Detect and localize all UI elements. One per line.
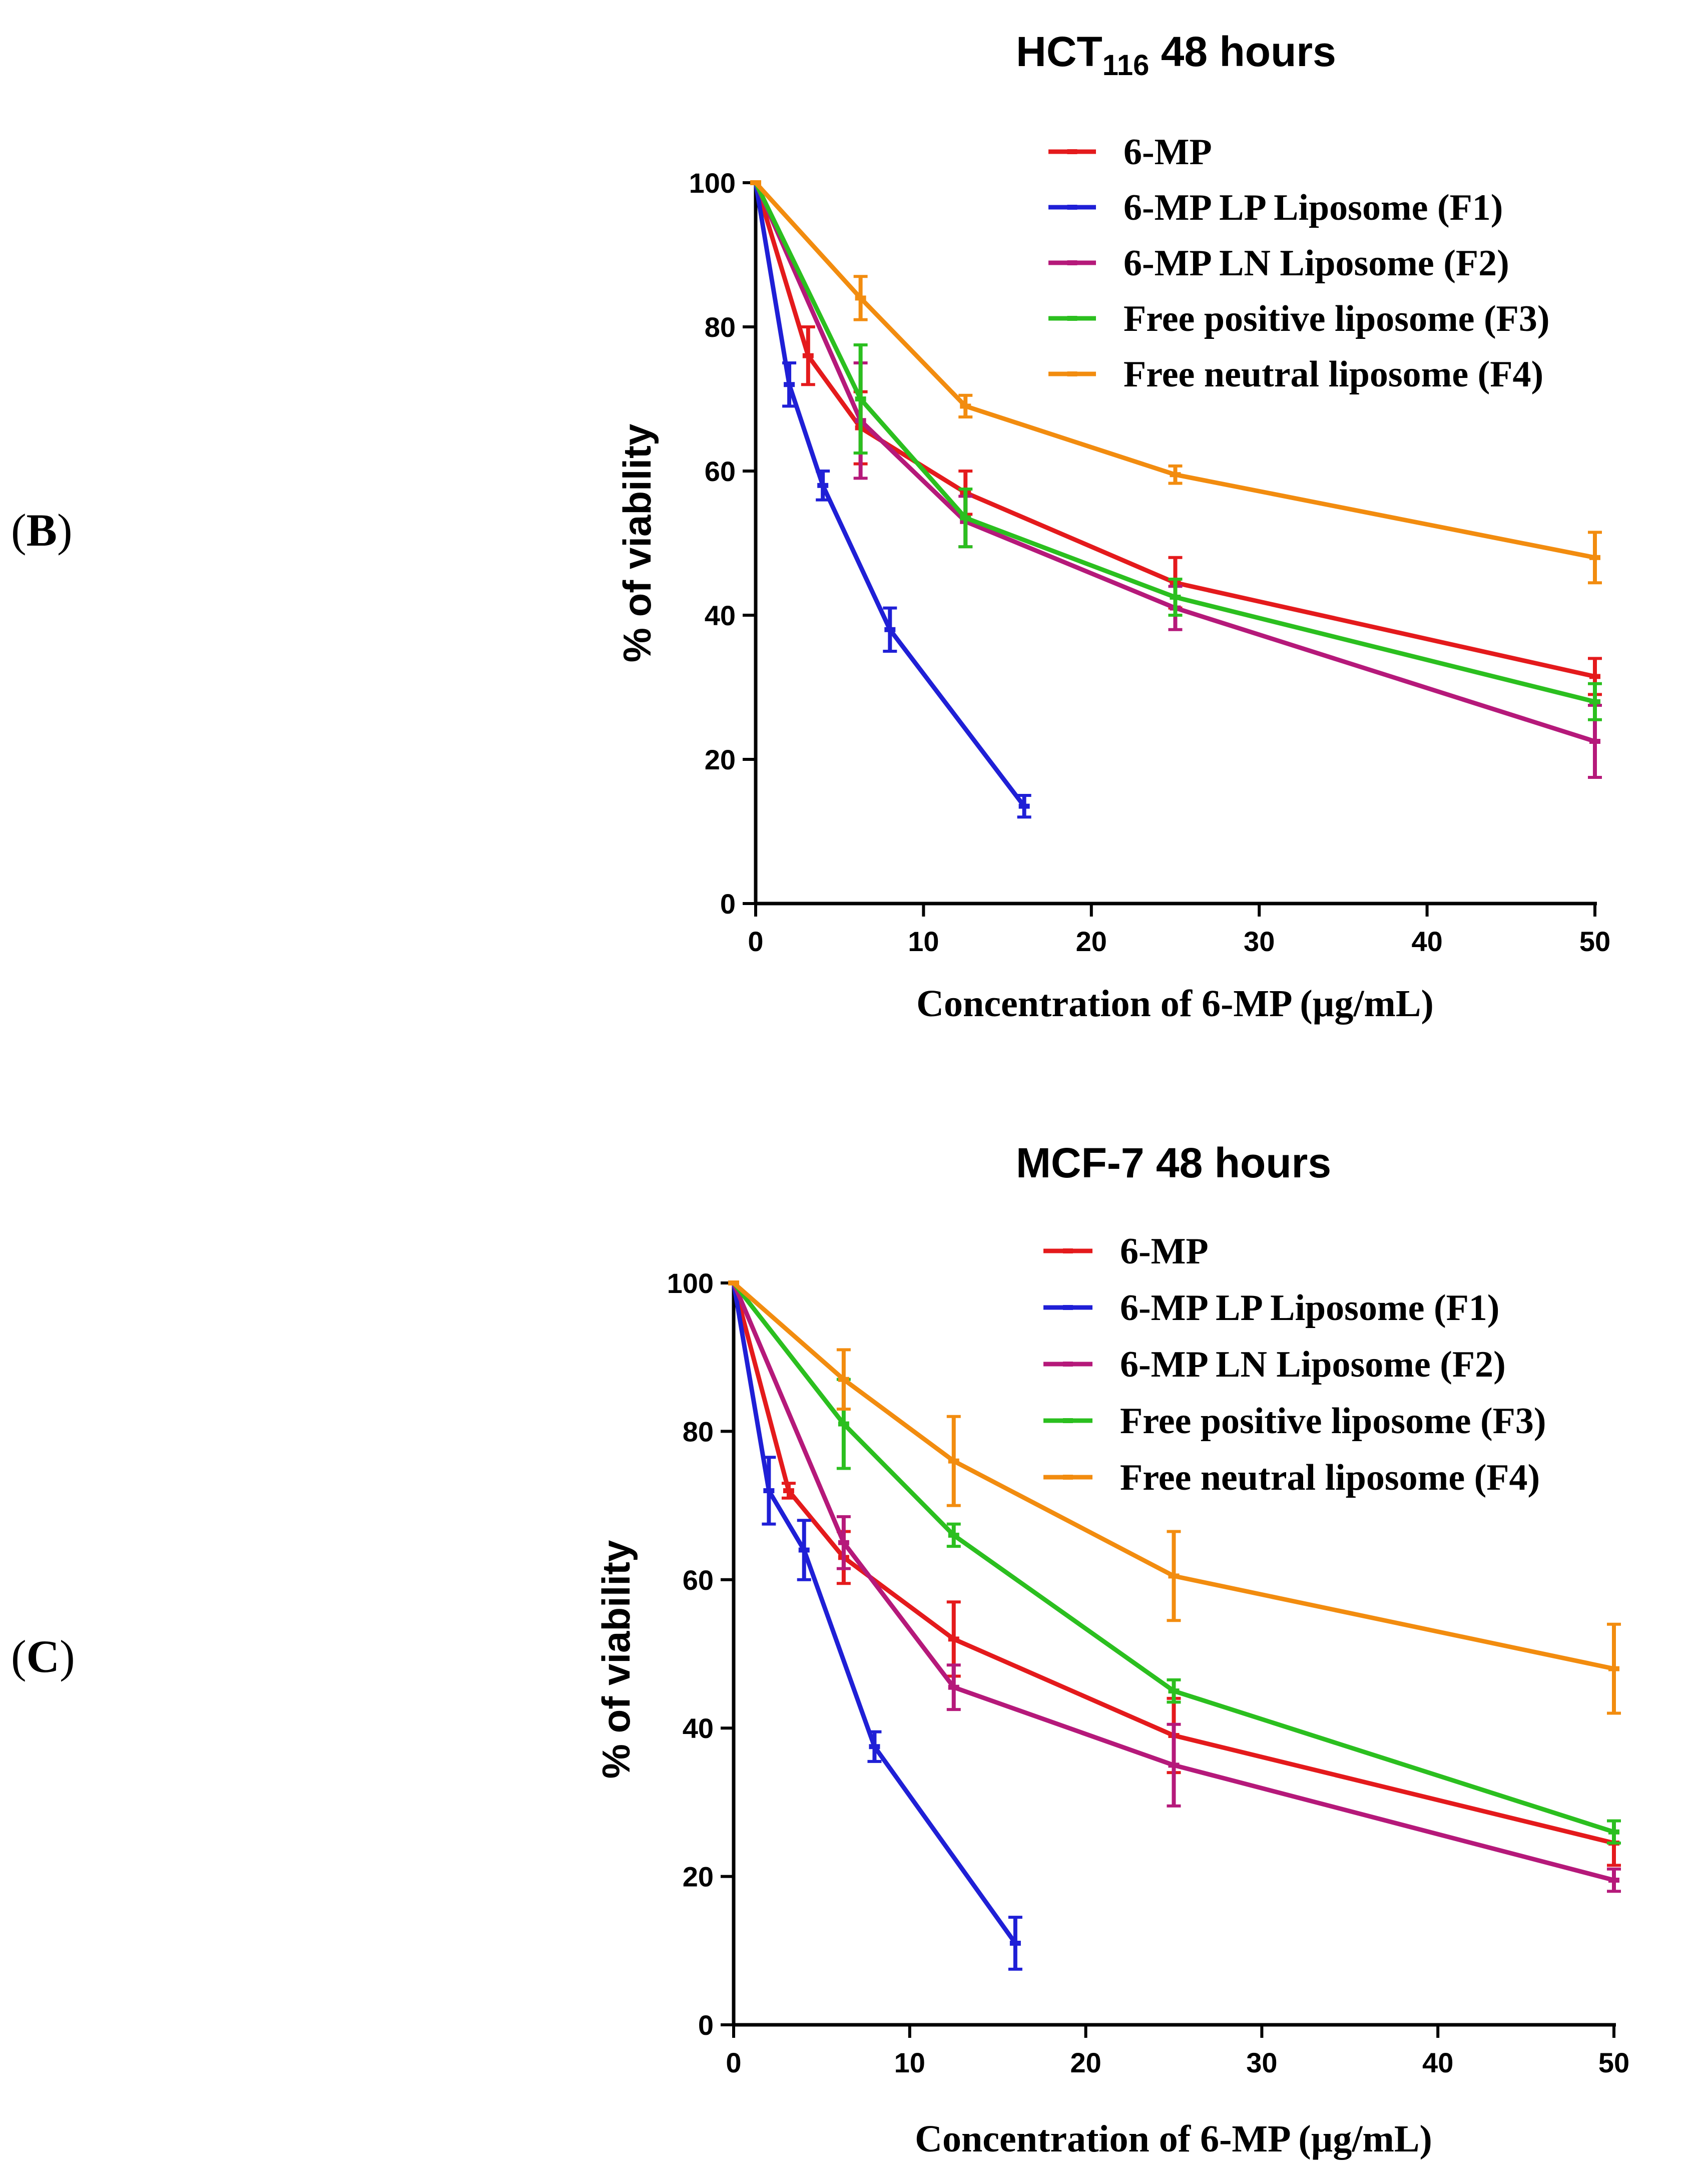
legend-entry: 6-MP LN Liposome (F2) (1123, 243, 1509, 284)
data-point (763, 1488, 775, 1493)
series-line (731, 1282, 1615, 1846)
legend-entry: 6-MP (1120, 1231, 1209, 1272)
legend-marker (1067, 205, 1077, 210)
data-point (1018, 803, 1030, 809)
legend-marker (1063, 1418, 1073, 1423)
x-tick-label: 20 (1070, 2047, 1101, 2078)
data-point (798, 1547, 810, 1553)
y-tick-label: 0 (698, 2009, 714, 2041)
legend-marker (1063, 1248, 1073, 1253)
data-point (817, 483, 829, 488)
legend-marker (1067, 316, 1077, 321)
x-tick-label: 30 (1246, 2047, 1277, 2078)
data-point (1608, 1666, 1619, 1671)
y-tick-label: 80 (683, 1416, 714, 1447)
x-tick-label: 50 (1598, 2047, 1629, 2078)
legend-entry: Free positive liposome (F3) (1120, 1401, 1546, 1442)
data-point (1168, 1573, 1180, 1579)
legend-marker (1067, 149, 1077, 154)
y-tick-label: 40 (683, 1712, 714, 1744)
data-point (1170, 595, 1181, 600)
y-axis-label: % of viability (594, 1540, 638, 1779)
data-point (750, 180, 761, 185)
x-tick-label: 0 (726, 2047, 741, 2078)
legend-entry: 6-MP LN Liposome (F2) (1120, 1344, 1506, 1385)
data-point (1168, 1688, 1180, 1694)
y-tick-label: 0 (720, 888, 736, 920)
data-point (1009, 1940, 1021, 1946)
y-tick-label: 60 (683, 1564, 714, 1596)
data-point (948, 1458, 959, 1464)
chart-title: MCF-7 48 hours (1016, 1139, 1331, 1186)
data-point (838, 1421, 849, 1427)
data-point (1608, 1878, 1619, 1883)
x-tick-label: 20 (1076, 926, 1107, 957)
series-6-mp-lp-liposome-f1 (728, 1280, 1022, 1971)
y-tick-label: 100 (667, 1267, 714, 1299)
legend-entry: Free positive liposome (F3) (1123, 298, 1550, 339)
chart-mcf7: MCF-7 48 hours Concentration of 6-MP (µg… (594, 1139, 1629, 2160)
data-point (838, 1540, 849, 1545)
data-point (1589, 674, 1600, 679)
data-point (960, 403, 971, 409)
panel-label-c: (C) (11, 1631, 75, 1682)
y-tick-label: 40 (705, 600, 736, 631)
x-tick-label: 40 (1422, 2047, 1453, 2078)
data-point (1589, 739, 1600, 744)
series-6-mp-lp-liposome-f1 (750, 180, 1031, 819)
data-point (869, 1744, 880, 1750)
x-tick-label: 0 (748, 926, 763, 957)
data-point (948, 1636, 959, 1642)
legend-marker (1063, 1305, 1073, 1310)
legend-entry: 6-MP (1123, 132, 1212, 173)
legend-marker (1063, 1362, 1073, 1367)
data-point (838, 1377, 849, 1382)
x-tick-label: 10 (908, 926, 939, 957)
data-point (1589, 555, 1600, 560)
series-free-neutral-liposome-f4 (750, 180, 1602, 585)
y-tick-label: 100 (689, 167, 736, 199)
chart-title: HCT116 48 hours (1016, 28, 1336, 82)
legend-marker (1063, 1475, 1073, 1480)
y-tick-label: 20 (705, 744, 736, 775)
legend-entry: Free neutral liposome (F4) (1120, 1457, 1540, 1498)
data-point (1589, 699, 1600, 704)
x-axis-label: Concentration of 6-MP (µg/mL) (915, 2118, 1432, 2160)
x-tick-label: 40 (1411, 926, 1442, 957)
y-tick-label: 80 (705, 311, 736, 343)
data-point (1168, 1763, 1180, 1768)
data-point (948, 1532, 959, 1538)
data-point (960, 515, 971, 521)
x-tick-label: 10 (894, 2047, 925, 2078)
legend-marker (1067, 371, 1077, 376)
data-point (728, 1280, 739, 1285)
y-tick-label: 60 (705, 456, 736, 487)
data-point (855, 295, 866, 301)
series-free-positive-liposome-f3 (728, 1280, 1621, 1845)
data-point (784, 382, 795, 387)
y-axis-label: % of viability (615, 424, 659, 663)
legend-marker (1067, 260, 1077, 265)
series-6-mp-ln-liposome-f2 (728, 1280, 1621, 1893)
data-point (802, 353, 814, 358)
x-tick-label: 50 (1579, 926, 1610, 957)
legend-entry: 6-MP LP Liposome (F1) (1123, 187, 1503, 228)
panel-label-b: (B) (11, 505, 73, 556)
data-point (1170, 472, 1181, 478)
y-tick-label: 20 (683, 1861, 714, 1893)
legend-entry: Free neutral liposome (F4) (1123, 354, 1543, 395)
data-point (855, 396, 866, 401)
chart-hct116: HCT116 48 hours Concentration of 6-MP (µ… (615, 28, 1610, 1025)
data-point (1608, 1829, 1619, 1835)
legend-entry: 6-MP LP Liposome (F1) (1120, 1287, 1499, 1329)
data-point (948, 1684, 959, 1690)
x-axis-label: Concentration of 6-MP (µg/mL) (916, 983, 1434, 1025)
series-free-neutral-liposome-f4 (728, 1280, 1621, 1715)
data-point (783, 1488, 794, 1493)
data-point (884, 627, 896, 632)
x-tick-label: 30 (1244, 926, 1275, 957)
